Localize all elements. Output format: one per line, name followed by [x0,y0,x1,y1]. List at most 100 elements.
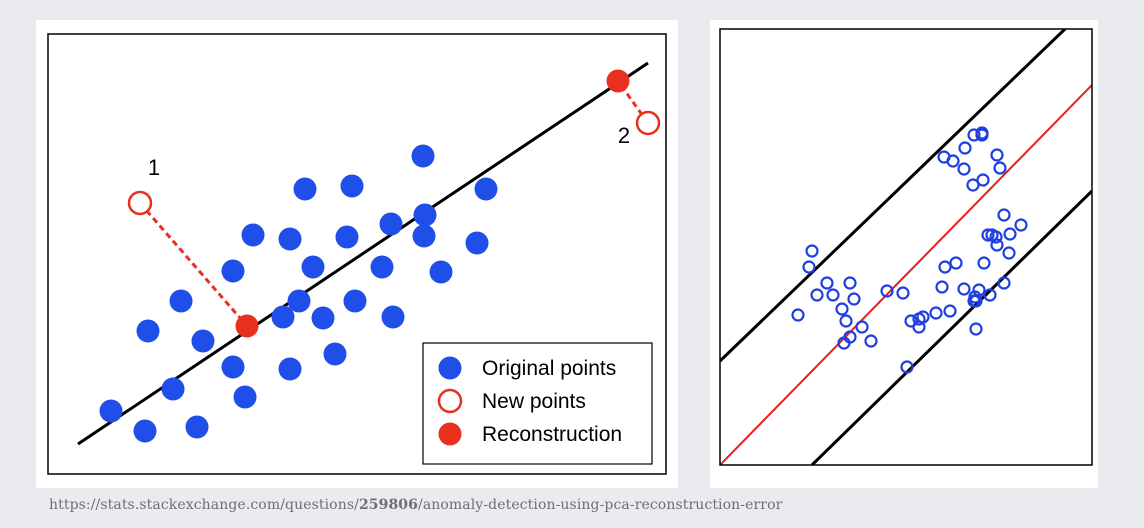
data-point-17 [900,360,914,374]
data-point-46 [957,162,971,176]
new-point-2 [635,110,661,136]
original-point-21 [335,225,359,249]
legend-marker-2 [437,388,463,414]
original-point-16 [381,305,405,329]
original-point-13 [311,306,335,330]
original-point-23 [293,177,317,201]
lower-boundary-line [810,189,1092,465]
data-point-9 [839,314,853,328]
legend-label-2: New points [482,390,586,413]
new-point-label-2: 2 [618,123,630,148]
data-point-12 [864,334,878,348]
data-point-42 [1003,227,1017,241]
data-point-4 [810,288,824,302]
original-point-5 [233,385,257,409]
pca-boundary-chart [719,28,1093,466]
data-point-53 [993,161,1007,175]
original-point-6 [221,355,245,379]
data-point-5 [826,288,840,302]
data-point-35 [997,276,1011,290]
source-url[interactable]: https://stats.stackexchange.com/question… [49,497,782,513]
plot-area [720,29,1092,465]
original-point-8 [323,342,347,366]
new-point-1 [127,190,153,216]
data-point-48 [937,150,951,164]
data-point-43 [997,208,1011,222]
data-point-38 [1014,218,1028,232]
original-point-18 [241,223,265,247]
original-point-10 [136,319,160,343]
pca-reconstruction-chart: 1 2 Original points New points Reconstructio… [47,33,667,475]
legend: Original points New points Reconstruction [422,342,653,465]
original-point-26 [379,212,403,236]
original-point-31 [474,177,498,201]
data-point-3 [820,276,834,290]
original-point-2 [133,419,157,443]
legend-label-1: Original points [482,357,616,380]
original-point-12 [271,305,295,329]
data-point-49 [958,141,972,155]
original-point-24 [340,174,364,198]
original-point-22 [370,255,394,279]
data-point-16 [896,286,910,300]
original-point-11 [169,289,193,313]
data-point-54 [975,128,989,142]
data-point-29 [977,256,991,270]
original-point-19 [278,227,302,251]
original-point-27 [429,260,453,284]
source-url-prefix: https://stats.stackexchange.com/question… [49,497,359,513]
data-point-6 [843,276,857,290]
data-point-1 [805,244,819,258]
legend-marker-3 [438,422,462,446]
data-point-26 [949,256,963,270]
original-point-9 [191,329,215,353]
legend-label-3: Reconstruction [482,423,622,446]
plot-frame [719,28,1093,466]
pca-reconstruction-chart-panel: 1 2 Original points New points Reconstructio… [36,20,678,488]
original-point-4 [161,377,185,401]
original-point-29 [413,203,437,227]
data-point-36 [1002,246,1016,260]
original-point-14 [287,289,311,313]
data-point-40 [985,228,999,242]
reconstruction-error-line-1 [138,202,249,327]
pca-boundary-chart-panel [710,20,1098,488]
data-point-8 [835,302,849,316]
data-point-13 [837,336,851,350]
legend-marker-1 [438,356,462,380]
principal-component-line [720,84,1092,465]
data-point-25 [938,260,952,274]
data-point-39 [981,228,995,242]
data-point-44 [966,178,980,192]
original-point-30 [411,144,435,168]
new-point-label-1: 1 [148,155,160,180]
original-point-25 [412,224,436,248]
data-point-14 [791,308,805,322]
data-point-30 [983,288,997,302]
data-point-11 [855,320,869,334]
data-point-2 [802,260,816,274]
reconstruction-point-1 [235,314,259,338]
data-point-34 [969,322,983,336]
data-point-45 [976,173,990,187]
source-url-suffix: /anomaly-detection-using-pca-reconstruct… [418,497,783,513]
upper-boundary-line [720,29,1067,363]
original-point-1 [99,399,123,423]
original-point-3 [185,415,209,439]
original-point-7 [278,357,302,381]
data-point-23 [943,304,957,318]
original-point-20 [301,255,325,279]
data-point-27 [957,282,971,296]
data-point-15 [880,284,894,298]
original-point-28 [465,231,489,255]
original-point-17 [221,259,245,283]
source-url-question-id: 259806 [358,497,418,513]
original-point-15 [343,289,367,313]
reconstruction-point-2 [606,69,630,93]
data-point-41 [990,238,1004,252]
data-point-22 [929,306,943,320]
data-point-7 [847,292,861,306]
data-point-50 [967,128,981,142]
data-point-24 [935,280,949,294]
data-point-52 [990,148,1004,162]
